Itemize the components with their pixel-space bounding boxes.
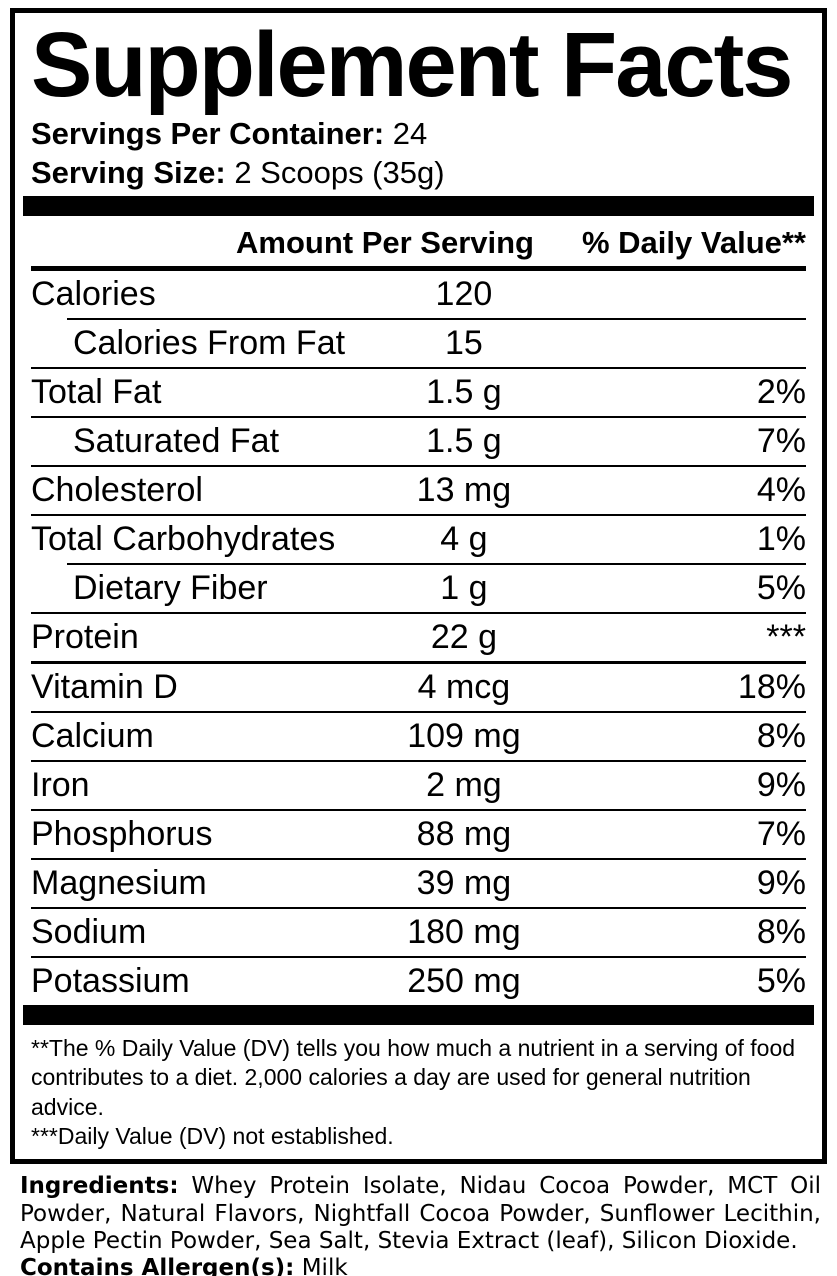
nutrient-daily-value: 2%	[756, 372, 806, 411]
nutrient-daily-value: 8%	[756, 716, 806, 755]
ingredients-text: Whey Protein Isolate, Nidau Cocoa Powder…	[20, 1173, 821, 1254]
nutrient-row: Dietary Fiber 1 g 5%	[15, 565, 822, 612]
row-separator	[31, 857, 806, 860]
daily-value-footnote: **The % Daily Value (DV) tells you how m…	[31, 1034, 796, 1120]
nutrient-name: Total Carbohydrates	[31, 519, 336, 558]
nutrient-amount: 13 mg	[416, 470, 512, 509]
nutrient-amount: 39 mg	[416, 863, 512, 902]
column-header-row: Amount Per Serving % Daily Value**	[15, 216, 822, 266]
thick-divider-bottom	[23, 1004, 814, 1025]
row-separator	[31, 611, 806, 614]
serving-size-line: Serving Size: 2 Scoops (35g)	[31, 153, 806, 192]
nutrient-daily-value: 7%	[756, 421, 806, 460]
nutrient-row: Magnesium 39 mg 9%	[15, 860, 822, 907]
nutrient-name: Potassium	[31, 961, 190, 1000]
row-separator	[31, 415, 806, 418]
nutrient-row: Phosphorus 88 mg 7%	[15, 811, 822, 858]
nutrient-table: Calories 120 Calories From Fat 15 Total Fat 1…	[15, 271, 822, 1005]
supplement-facts-panel: Supplement Facts Servings Per Container:…	[10, 8, 827, 1165]
nutrient-row: Saturated Fat 1.5 g 7%	[15, 418, 822, 465]
nutrient-row: Sodium 180 mg 8%	[15, 909, 822, 956]
row-separator	[31, 808, 806, 811]
nutrient-row: Cholesterol 13 mg 4%	[15, 467, 822, 514]
nutrient-name: Dietary Fiber	[73, 568, 268, 607]
row-separator	[67, 317, 806, 320]
ingredients-label: Ingredients:	[20, 1173, 179, 1200]
serving-size-value: 2 Scoops (35g)	[234, 154, 445, 190]
nutrient-amount: 88 mg	[416, 814, 512, 853]
nutrient-row: Potassium 250 mg 5%	[15, 958, 822, 1005]
not-established-footnote: ***Daily Value (DV) not established.	[31, 1123, 394, 1150]
nutrient-daily-value: 1%	[756, 519, 806, 558]
nutrient-name: Total Fat	[31, 372, 162, 411]
nutrient-row: Total Fat 1.5 g 2%	[15, 369, 822, 416]
nutrient-row: Iron 2 mg 9%	[15, 762, 822, 809]
nutrient-daily-value: 5%	[756, 961, 806, 1000]
nutrient-name: Phosphorus	[31, 814, 213, 853]
thick-divider-top	[23, 195, 814, 216]
servings-per-container-line: Servings Per Container: 24	[31, 114, 806, 153]
amount-column-header: Amount Per Serving	[236, 224, 534, 260]
allergen-line: Contains Allergen(s): Milk	[20, 1255, 821, 1276]
row-separator	[31, 660, 806, 664]
nutrient-amount: 1.5 g	[426, 421, 502, 460]
nutrient-amount: 15	[444, 323, 483, 362]
nutrient-daily-value: 9%	[756, 863, 806, 902]
row-separator	[31, 955, 806, 958]
nutrient-amount: 1 g	[440, 568, 488, 607]
nutrient-name: Iron	[31, 765, 90, 804]
footnotes: **The % Daily Value (DV) tells you how m…	[15, 1025, 822, 1160]
nutrient-amount: 4 mcg	[417, 667, 511, 706]
daily-value-column-header: % Daily Value**	[581, 224, 806, 260]
nutrient-amount: 2 mg	[426, 765, 502, 804]
nutrient-daily-value: 7%	[756, 814, 806, 853]
nutrient-daily-value: 4%	[756, 470, 806, 509]
nutrient-name: Saturated Fat	[73, 421, 280, 460]
serving-size-label: Serving Size:	[31, 154, 226, 190]
nutrient-amount: 22 g	[430, 617, 497, 656]
servings-per-container-label: Servings Per Container:	[31, 115, 385, 151]
nutrient-row: Vitamin D 4 mcg 18%	[15, 664, 822, 711]
ingredients-section: Ingredients: Whey Protein Isolate, Nidau…	[20, 1173, 821, 1276]
allergen-value: Milk	[301, 1254, 348, 1276]
nutrient-name: Protein	[31, 617, 139, 656]
row-separator	[31, 710, 806, 713]
row-separator	[31, 366, 806, 369]
row-separator	[31, 906, 806, 909]
nutrient-daily-value: 8%	[756, 912, 806, 951]
row-separator	[31, 513, 806, 516]
nutrient-name: Vitamin D	[31, 667, 178, 706]
header-separator	[31, 265, 806, 271]
nutrient-amount: 180 mg	[407, 912, 521, 951]
nutrient-daily-value: ***	[766, 617, 806, 656]
nutrient-name: Magnesium	[31, 863, 207, 902]
nutrient-amount: 1.5 g	[426, 372, 502, 411]
ingredients-line: Ingredients: Whey Protein Isolate, Nidau…	[20, 1173, 821, 1254]
serving-info: Servings Per Container: 24 Serving Size:…	[31, 114, 806, 192]
nutrient-amount: 4 g	[440, 519, 488, 558]
nutrient-name: Calcium	[31, 716, 154, 755]
panel-title: Supplement Facts	[31, 14, 793, 116]
nutrient-row: Calcium 109 mg 8%	[15, 713, 822, 760]
nutrient-row: Calories 120	[15, 271, 822, 318]
nutrient-amount: 120	[435, 274, 493, 313]
allergen-label: Contains Allergen(s):	[20, 1254, 295, 1276]
row-separator	[31, 464, 806, 467]
row-separator	[67, 562, 806, 565]
nutrient-name: Sodium	[31, 912, 147, 951]
nutrient-name: Cholesterol	[31, 470, 203, 509]
nutrient-row: Protein 22 g ***	[15, 614, 822, 661]
nutrient-name: Calories From Fat	[73, 323, 346, 362]
row-separator	[31, 759, 806, 762]
servings-per-container-value: 24	[392, 115, 428, 151]
nutrient-daily-value: 5%	[756, 568, 806, 607]
nutrient-amount: 109 mg	[407, 716, 521, 755]
nutrient-row: Calories From Fat 15	[15, 320, 822, 367]
nutrient-name: Calories	[31, 274, 156, 313]
nutrient-daily-value: 9%	[756, 765, 806, 804]
nutrient-row: Total Carbohydrates 4 g 1%	[15, 516, 822, 563]
nutrient-amount: 250 mg	[407, 961, 521, 1000]
nutrient-daily-value: 18%	[737, 667, 806, 706]
